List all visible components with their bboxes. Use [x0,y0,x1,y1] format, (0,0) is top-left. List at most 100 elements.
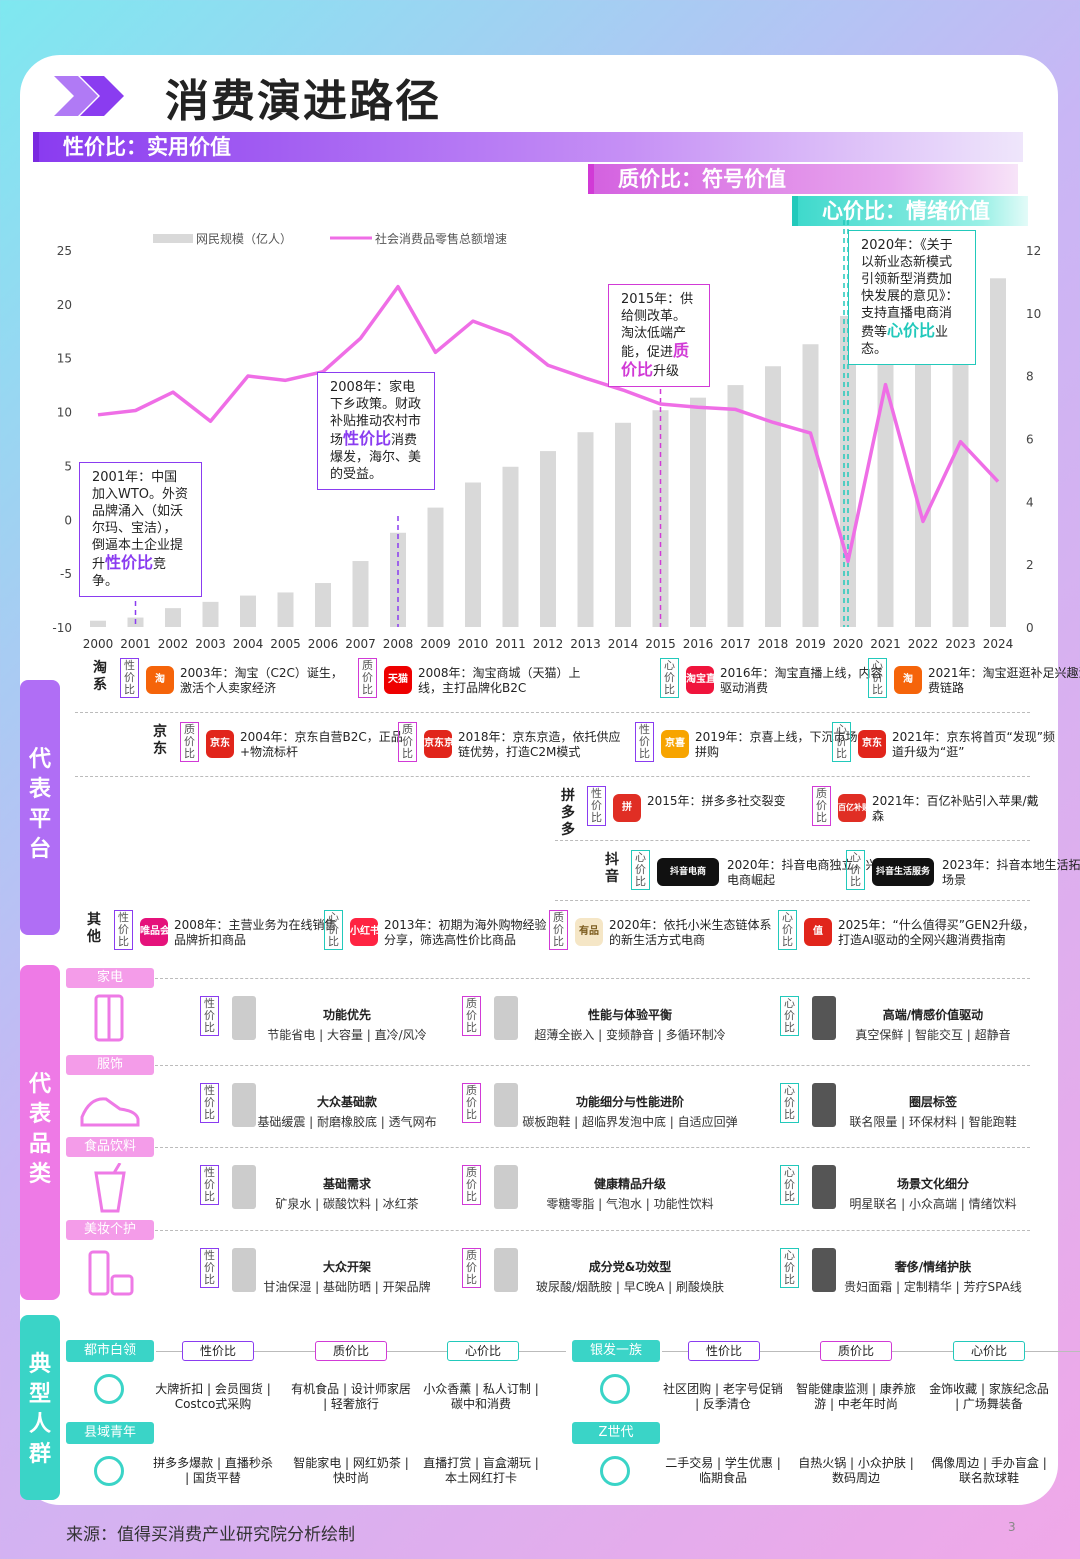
x-tick-2013: 2013 [570,637,601,651]
value-tag: 心价比 [832,722,851,762]
x-tick-2002: 2002 [158,637,189,651]
logo-douyin-1: 抖音生活服务 [872,858,934,886]
side-label-platform: 代表平台 [20,680,60,935]
product-title: 大众开架 [322,1260,371,1274]
product-desc: 超薄全嵌入 | 变频静音 | 多循环制冷 [534,1028,726,1042]
people-pill: 质价比 [315,1341,387,1361]
bar-2005 [277,592,294,627]
logo-taobao-0: 淘 [146,666,174,694]
legend-line-label: 社会消费品零售总额增速 [375,231,507,246]
chevron-logo-icon [54,76,124,116]
category-tab-1: 服饰 [66,1055,154,1075]
bar-2010 [465,482,481,627]
bar-2013 [577,432,594,627]
bar-2011 [502,466,519,627]
band-xingjiabi: 性价比：实用价值 [33,132,1023,162]
chart: 网民规模（亿人） 社会消费品零售总额增速2520151050-5-10121086… [52,220,1041,651]
person-icon [600,1456,630,1486]
fridge-icon [80,994,140,1044]
logo-jd-3: 京东 [858,730,886,758]
people-pill: 心价比 [447,1341,519,1361]
product-desc: 基础缓震 | 耐磨橡胶底 | 透气网布 [257,1115,437,1129]
platform-event-taobao-0: 2003年：淘宝（C2C）诞生，激活个人卖家经济 [180,666,343,695]
product-image [232,1165,256,1209]
people-tab-2: 县域青年 [66,1422,154,1444]
value-tag: 性价比 [114,910,133,950]
bar-2018 [765,366,781,627]
bar-2009 [427,507,444,627]
x-tick-2007: 2007 [345,637,376,651]
logo-pdd-1: 百亿补贴 [838,794,866,822]
product-desc: 碳板跑鞋 | 超临界发泡中底 | 自适应回弹 [522,1115,738,1129]
value-tag: 心价比 [324,910,343,950]
logo-jd-1: 京东京造 [424,730,452,758]
x-tick-2011: 2011 [495,637,526,651]
annotation-2008: 2008年：家电下乡政策。财政补贴推动农村市场性价比消费爆发，海尔、美的受益。 [317,372,435,490]
y-right-tick: 0 [1026,621,1034,635]
platform-event-jd-3: 2021年：京东将首页“发现”频道升级为“逛” [892,730,1055,759]
logo-jd-0: 京东 [206,730,234,758]
cosmetics-icon [80,1246,140,1296]
product-image [232,996,256,1040]
y-right-tick: 6 [1026,433,1034,447]
value-tag: 质价比 [812,786,831,826]
platform-event-jd-1: 2018年：京东京造，依托供应链优势，打造C2M模式 [458,730,621,759]
category-divider [155,1147,1030,1148]
value-tag: 心价比 [868,658,887,698]
y-left-tick: 20 [57,298,72,312]
platform-event-other-0: 2008年：主营业务为在线销售品牌折扣商品 [174,918,337,947]
product-title: 场景文化细分 [896,1177,969,1191]
y-left-tick: 25 [57,244,72,258]
logo-other-3: 值 [804,918,832,946]
platform-event-douyin-1: 2023年：抖音本地生活拓展消费场景 [942,858,1080,887]
people-desc: 大牌折扣 | 会员囤货 | Costco式采购 [155,1382,271,1411]
value-tag: 性价比 [200,1248,219,1288]
product-image [494,1248,518,1292]
y-right-tick: 10 [1026,307,1041,321]
bar-2016 [690,397,706,627]
person-icon [94,1456,124,1486]
product-title: 大众基础款 [316,1095,377,1109]
product-image [232,1248,256,1292]
bar-2017 [727,385,744,627]
logo-other-0: 唯品会 [140,918,168,946]
x-tick-2023: 2023 [945,637,976,651]
platform-divider [75,776,1030,777]
product-desc: 零糖零脂 | 气泡水 | 功能性饮料 [546,1197,714,1211]
logo-pdd-0: 拼 [613,794,641,822]
product-title: 性能与体验平衡 [587,1008,672,1022]
people-pill: 心价比 [953,1341,1025,1361]
value-tag: 性价比 [200,1165,219,1205]
platform-name-taobao: 淘系 [93,660,107,693]
logo-other-1: 小红书 [350,918,378,946]
value-tag: 质价比 [462,1083,481,1123]
product-title: 基础需求 [322,1177,371,1191]
platform-event-taobao-3: 2021年：淘宝逛逛补足兴趣消费链路 [928,666,1080,695]
product-image [494,996,518,1040]
platform-event-pdd-0: 2015年：拼多多社交裂变 [647,794,786,808]
platform-name-douyin: 抖音 [605,852,619,885]
product-image [812,1248,836,1292]
logo-jd-2: 京喜 [661,730,689,758]
value-tag: 心价比 [780,1083,799,1123]
category-tab-3: 美妆个护 [66,1220,154,1240]
y-left-tick: 0 [64,513,72,527]
product-title: 健康精品升级 [593,1177,666,1191]
bar-2003 [202,601,219,627]
value-tag: 质价比 [358,658,377,698]
source-note: 来源：值得买消费产业研究院分析绘制 [66,1525,355,1545]
people-desc: 拼多多爆款 | 直播秒杀 | 国货平替 [153,1456,273,1485]
band-zhijiabi: 质价比：符号价值 [588,164,1018,194]
product-title: 功能细分与性能进阶 [575,1095,684,1109]
category-divider [155,1230,1030,1231]
annotation-2015: 2015年：供给侧改革。淘汰低端产能，促进质价比升级 [608,284,710,387]
product-title: 奢侈/情绪护肤 [894,1260,972,1274]
platform-event-douyin-0: 2020年：抖音电商独立，兴趣电商崛起 [727,858,890,887]
people-desc: 有机食品 | 设计师家居 | 轻奢旅行 [291,1382,411,1411]
product-image [232,1083,256,1127]
people-desc: 智能家电 | 网红奶茶 | 快时尚 [293,1456,409,1485]
platform-event-other-1: 2013年：初期为海外购物经验分享，筛选高性价比商品 [384,918,547,947]
x-tick-2018: 2018 [758,637,789,651]
product-image [812,996,836,1040]
side-label-people: 典型人群 [20,1315,60,1500]
